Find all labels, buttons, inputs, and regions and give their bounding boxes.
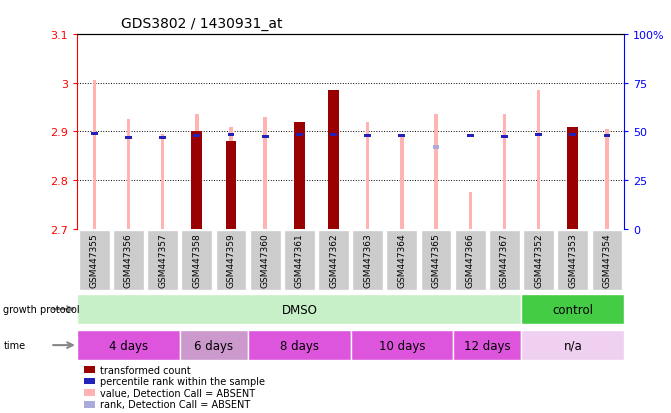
Text: 12 days: 12 days: [464, 339, 511, 352]
Bar: [467, 134, 474, 138]
Text: GSM447360: GSM447360: [260, 233, 270, 287]
Bar: [537, 91, 540, 229]
Bar: [400, 135, 403, 229]
Bar: [453, 330, 521, 360]
Text: GSM447367: GSM447367: [500, 233, 509, 287]
Bar: [113, 230, 144, 290]
Bar: [284, 230, 315, 290]
Text: GSM447365: GSM447365: [431, 233, 441, 287]
Bar: [386, 230, 417, 290]
Text: GSM447355: GSM447355: [90, 233, 99, 287]
Text: GSM447353: GSM447353: [568, 233, 577, 287]
Bar: [351, 330, 453, 360]
Bar: [331, 140, 336, 229]
Bar: [468, 193, 472, 229]
Text: DMSO: DMSO: [281, 303, 317, 316]
Bar: [161, 135, 164, 229]
Text: GSM447364: GSM447364: [397, 233, 407, 287]
Text: GSM447356: GSM447356: [124, 233, 133, 287]
Bar: [93, 81, 96, 229]
Bar: [501, 135, 508, 139]
Bar: [77, 294, 521, 324]
Text: GSM447362: GSM447362: [329, 233, 338, 287]
Bar: [567, 127, 578, 229]
Bar: [399, 134, 405, 138]
Bar: [248, 330, 351, 360]
Bar: [434, 115, 437, 229]
Text: GDS3802 / 1430931_at: GDS3802 / 1430931_at: [121, 17, 282, 31]
Bar: [298, 123, 301, 229]
Text: percentile rank within the sample: percentile rank within the sample: [100, 376, 265, 386]
Bar: [521, 330, 624, 360]
Text: GSM447358: GSM447358: [193, 233, 201, 287]
Text: GSM447363: GSM447363: [363, 233, 372, 287]
Bar: [558, 230, 588, 290]
Text: growth protocol: growth protocol: [3, 304, 80, 314]
Bar: [592, 230, 622, 290]
Bar: [352, 230, 383, 290]
Text: transformed count: transformed count: [100, 365, 191, 375]
Text: GSM447359: GSM447359: [227, 233, 236, 287]
Bar: [330, 133, 337, 137]
Bar: [215, 230, 246, 290]
Bar: [77, 330, 180, 360]
Text: GSM447361: GSM447361: [295, 233, 304, 287]
Text: 4 days: 4 days: [109, 339, 148, 352]
Bar: [159, 136, 166, 140]
Text: 10 days: 10 days: [378, 339, 425, 352]
Bar: [366, 123, 370, 229]
Bar: [225, 142, 236, 229]
Text: GSM447354: GSM447354: [603, 233, 611, 287]
Bar: [523, 230, 554, 290]
Bar: [91, 133, 98, 136]
Bar: [127, 120, 130, 229]
Bar: [455, 230, 486, 290]
Bar: [570, 133, 576, 137]
Bar: [421, 230, 452, 290]
Bar: [603, 134, 611, 138]
Text: time: time: [3, 340, 25, 350]
Bar: [503, 115, 506, 229]
Bar: [180, 330, 248, 360]
Bar: [364, 134, 371, 138]
Bar: [328, 91, 339, 229]
Text: GSM447366: GSM447366: [466, 233, 474, 287]
Bar: [433, 146, 440, 150]
Bar: [296, 133, 303, 137]
Bar: [147, 230, 178, 290]
Bar: [79, 230, 109, 290]
Bar: [318, 230, 349, 290]
Text: control: control: [552, 303, 593, 316]
Bar: [193, 134, 200, 138]
Bar: [125, 136, 132, 140]
Text: GSM447352: GSM447352: [534, 233, 543, 287]
Text: n/a: n/a: [564, 339, 582, 352]
Bar: [262, 135, 268, 139]
Bar: [521, 294, 624, 324]
Bar: [571, 135, 574, 229]
Bar: [191, 132, 202, 229]
Bar: [195, 115, 199, 229]
Bar: [250, 230, 280, 290]
Bar: [264, 118, 267, 229]
Text: 6 days: 6 days: [195, 339, 234, 352]
Bar: [605, 130, 609, 229]
Bar: [229, 127, 233, 229]
Text: 8 days: 8 days: [280, 339, 319, 352]
Bar: [181, 230, 212, 290]
Bar: [294, 123, 305, 229]
Text: value, Detection Call = ABSENT: value, Detection Call = ABSENT: [100, 388, 255, 398]
Bar: [227, 133, 234, 137]
Text: rank, Detection Call = ABSENT: rank, Detection Call = ABSENT: [100, 399, 250, 409]
Text: GSM447357: GSM447357: [158, 233, 167, 287]
Bar: [489, 230, 520, 290]
Bar: [535, 133, 542, 137]
